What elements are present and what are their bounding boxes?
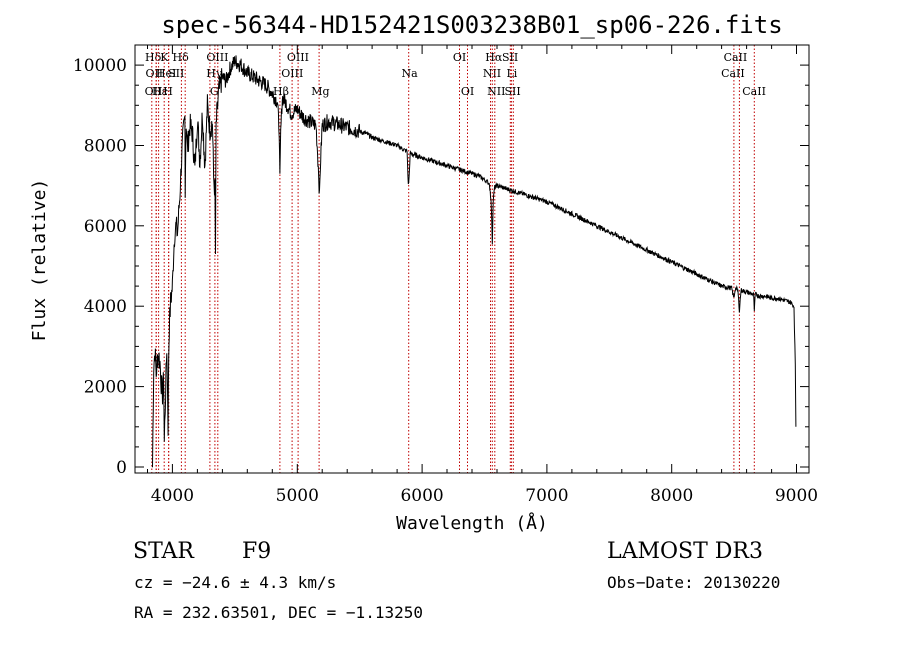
y-tick-label: 10000 [73,56,127,76]
y-axis-ticks: 0 2000 4000 6000 8000 10000 [73,56,809,478]
line-label: SII [168,67,184,80]
line-label: OIII [287,51,309,64]
y-tick-label: 0 [116,458,127,478]
spectral-subclass: F9 [242,539,272,564]
plot-frame [134,44,810,474]
y-tick-label: 8000 [84,137,127,157]
line-label: Hδ [172,51,189,64]
object-class: STAR [133,539,194,564]
x-tick-label: 9000 [775,486,818,506]
observation-date: Obs−Date: 20130220 [607,573,781,592]
spectrum-line [152,55,797,468]
x-tick-label: 6000 [400,486,443,506]
chart-title: spec-56344-HD152421S003238B01_sp06-226.f… [161,11,782,39]
line-label: K [160,51,169,64]
line-label: G [210,85,219,98]
line-label: Hγ [206,67,223,80]
line-label: OI [461,85,474,98]
line-label: CaII [721,67,745,80]
line-label: SII [502,51,518,64]
line-label: Hδ [145,51,162,64]
x-tick-label: 5000 [276,486,319,506]
spectral-line-markers: HδOIIOIIHεKHHeIHδSIIGHγOIIIHβOIIIOIIIMgN… [145,45,766,473]
line-label: CaII [742,85,766,98]
line-label: SII [504,85,520,98]
redshift-velocity: cz = −24.6 ± 4.3 km/s [134,573,337,592]
y-tick-label: 6000 [84,217,127,237]
line-label: OIII [206,51,228,64]
line-label: OI [453,51,466,64]
y-tick-label: 4000 [84,297,127,317]
line-label: OII [145,85,163,98]
survey-name: LAMOST DR3 [607,539,763,564]
line-label: HeI [156,67,176,80]
line-label: Li [506,67,517,80]
line-label: OIII [281,67,303,80]
line-label: Na [402,67,419,80]
line-label: Hβ [273,85,289,98]
x-axis-label: Wavelength (Å) [396,512,548,534]
line-label: Hα [485,51,503,64]
line-label: H [163,85,173,98]
ra-dec-coordinates: RA = 232.63501, DEC = −1.13250 [134,603,423,622]
x-tick-label: 8000 [650,486,693,506]
line-label: CaII [724,51,748,64]
y-axis-label: Flux (relative) [29,179,50,342]
y-tick-label: 2000 [84,378,127,398]
x-axis-ticks: 4000 5000 6000 7000 8000 9000 [147,45,818,506]
x-tick-label: 4000 [151,486,194,506]
line-label: Mg [311,85,329,98]
line-label: NII [487,85,505,98]
x-tick-label: 7000 [525,486,568,506]
